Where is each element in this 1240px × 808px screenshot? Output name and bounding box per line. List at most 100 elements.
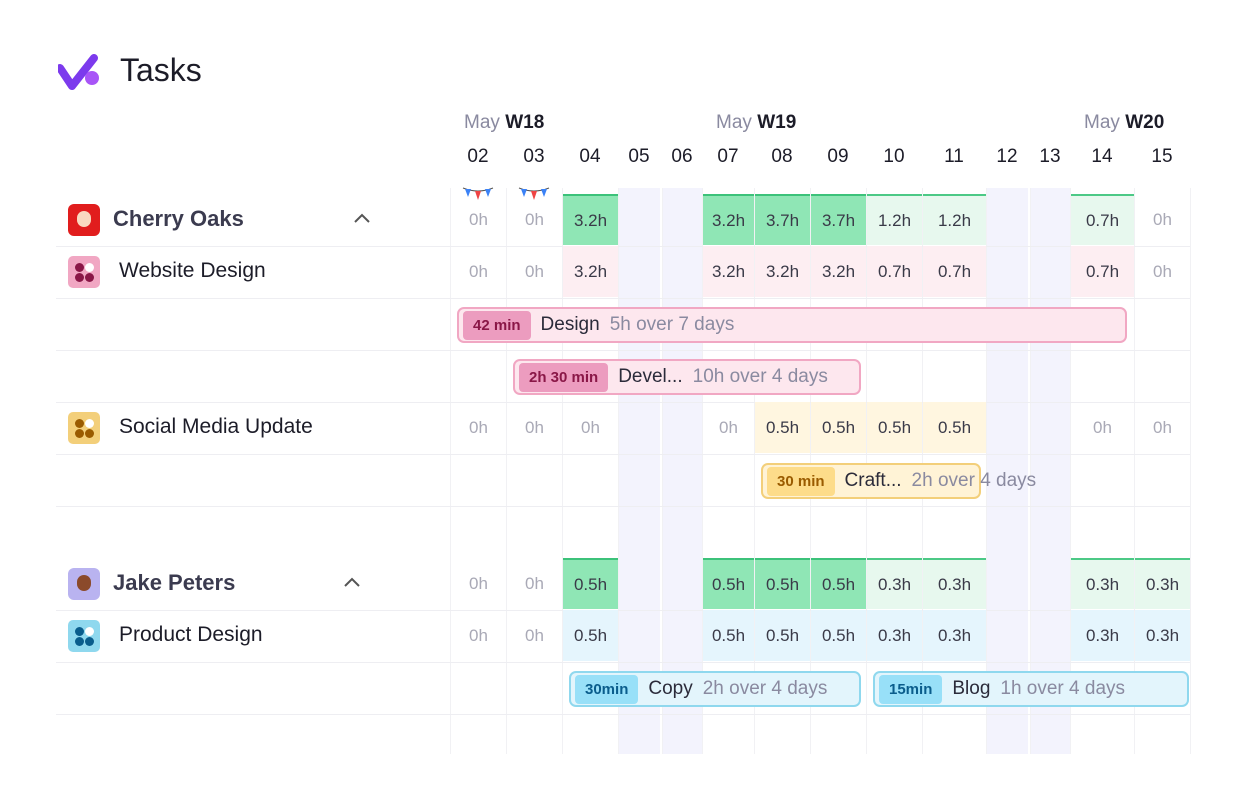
task-bar[interactable]: 42 min Design 5h over 7 days xyxy=(457,307,1127,343)
hours-cell: 0.3h xyxy=(1071,558,1134,609)
hours-cell: 0h xyxy=(1093,417,1112,437)
row-line xyxy=(56,662,1190,663)
hours-cell: 0h xyxy=(525,625,544,645)
hours-cell: 1.2h xyxy=(923,194,986,245)
month: May xyxy=(716,112,752,133)
hours-cell: 0.5h xyxy=(703,610,754,661)
bar-detail: 1h over 4 days xyxy=(1000,678,1126,699)
holiday-flag xyxy=(462,187,494,200)
grid-line xyxy=(1030,188,1031,754)
row-line xyxy=(56,402,1190,403)
day-label: 10 xyxy=(883,146,905,167)
task-bar[interactable]: 30 min Craft... 2h over 4 days xyxy=(761,463,1036,499)
week: W19 xyxy=(757,112,797,133)
row-line xyxy=(56,610,1190,611)
row-line xyxy=(56,454,1190,455)
bar-name: Devel... xyxy=(618,366,683,387)
day-label: 02 xyxy=(467,146,489,167)
day-label: 13 xyxy=(1039,146,1061,167)
icon-dot xyxy=(85,263,94,272)
week: W20 xyxy=(1125,112,1165,133)
grid-line xyxy=(986,188,987,754)
hours-cell: 0h xyxy=(1153,261,1172,281)
day-label: 03 xyxy=(523,146,545,167)
day-label: 14 xyxy=(1091,146,1113,167)
hours-cell: 0h xyxy=(719,417,738,437)
hours-cell: 3.2h xyxy=(703,194,754,245)
grid-line xyxy=(1190,188,1191,754)
bar-badge: 30min xyxy=(575,674,639,704)
icon-dot xyxy=(85,419,94,428)
grid-line xyxy=(562,188,563,754)
hours-cell: 0.7h xyxy=(867,246,922,297)
hours-cell: 3.2h xyxy=(755,246,810,297)
task-bar[interactable]: 15min Blog 1h over 4 days xyxy=(873,671,1189,707)
hours-cell: 0h xyxy=(525,261,544,281)
weekend-column xyxy=(618,188,660,754)
hours-cell: 0.3h xyxy=(867,610,922,661)
hours-cell: 3.2h xyxy=(703,246,754,297)
collapse-toggle[interactable] xyxy=(342,576,362,588)
weekend-column xyxy=(662,188,702,754)
month: May xyxy=(464,112,500,133)
avatar-face xyxy=(77,211,91,227)
holiday-flag xyxy=(518,187,550,200)
hours-cell: 0.5h xyxy=(811,558,866,609)
task-name: Product Design xyxy=(119,623,263,646)
hours-cell: 0h xyxy=(469,261,488,281)
hours-cell: 0h xyxy=(469,417,488,437)
task-bar[interactable]: 30min Copy 2h over 4 days xyxy=(569,671,861,707)
icon-dot xyxy=(75,263,84,272)
hours-cell: 0.3h xyxy=(867,558,922,609)
hours-cell: 0.5h xyxy=(811,610,866,661)
hours-cell: 1.2h xyxy=(867,194,922,245)
day-label: 15 xyxy=(1151,146,1173,167)
hours-cell: 0.5h xyxy=(703,558,754,609)
day-label: 11 xyxy=(944,146,964,167)
hours-cell: 0h xyxy=(469,209,488,229)
hours-cell: 3.2h xyxy=(563,194,618,245)
hours-cell: 0.5h xyxy=(867,402,922,453)
hours-cell: 0.3h xyxy=(923,558,986,609)
hours-cell: 0.5h xyxy=(811,402,866,453)
bar-name: Craft... xyxy=(844,470,902,491)
hours-cell: 0h xyxy=(1153,417,1172,437)
icon-dot xyxy=(75,273,84,282)
task-name: Website Design xyxy=(119,259,266,282)
row-line xyxy=(56,350,1190,351)
hours-cell: 0.5h xyxy=(563,610,618,661)
hours-cell: 0.3h xyxy=(1071,610,1134,661)
hours-cell: 0.3h xyxy=(923,610,986,661)
hours-cell: 0.5h xyxy=(755,610,810,661)
grid-line xyxy=(754,188,755,754)
weekend-column xyxy=(1030,188,1070,754)
hours-cell: 0.3h xyxy=(1135,558,1190,609)
row-line xyxy=(56,714,1190,715)
hours-cell: 3.2h xyxy=(811,246,866,297)
week: W18 xyxy=(505,112,545,133)
hours-cell: 0h xyxy=(469,573,488,593)
collapse-toggle[interactable] xyxy=(352,212,372,224)
row-line xyxy=(56,246,1190,247)
task-bar[interactable]: 2h 30 min Devel... 10h over 4 days xyxy=(513,359,861,395)
task-name: Social Media Update xyxy=(119,415,313,438)
bar-detail: 10h over 4 days xyxy=(692,366,828,387)
icon-dot xyxy=(85,273,94,282)
hours-cell: 0.5h xyxy=(923,402,986,453)
bar-detail: 2h over 4 days xyxy=(911,470,1037,491)
hours-cell: 0h xyxy=(1153,209,1172,229)
day-label: 05 xyxy=(628,146,650,167)
grid-line xyxy=(1134,188,1135,754)
icon-dot xyxy=(85,429,94,438)
hours-cell: 0.7h xyxy=(923,246,986,297)
bar-badge: 15min xyxy=(879,674,943,704)
icon-dot xyxy=(75,627,84,636)
task-icon xyxy=(68,256,100,288)
hours-cell: 0h xyxy=(469,625,488,645)
hours-cell: 0.3h xyxy=(1135,610,1190,661)
grid-line xyxy=(662,188,663,754)
icon-dot xyxy=(85,637,94,646)
bar-name: Design xyxy=(540,314,600,335)
icon-dot xyxy=(75,637,84,646)
